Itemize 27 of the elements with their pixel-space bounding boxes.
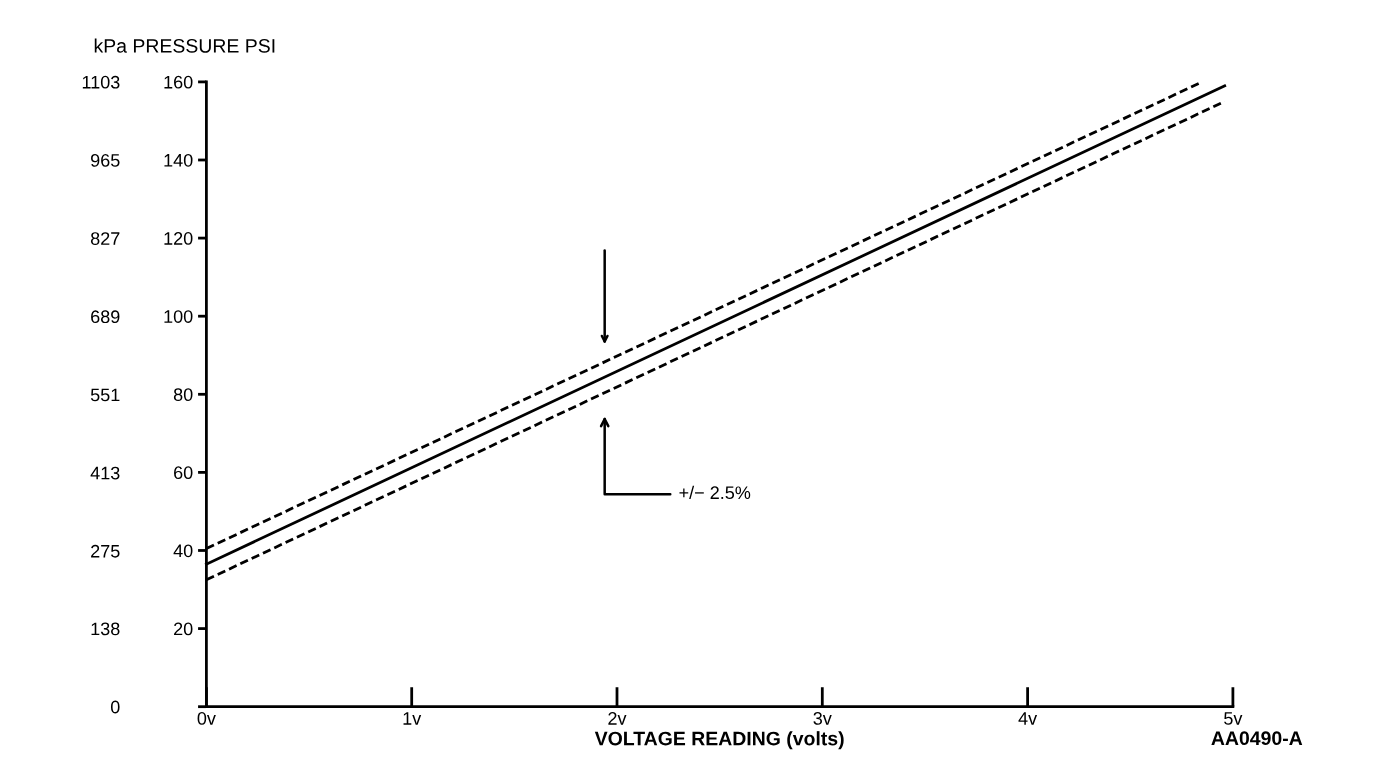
y-tick-label: 120 <box>164 232 193 245</box>
text: AA0490-A <box>1211 731 1303 746</box>
y-tick-label: 60 <box>174 466 193 480</box>
x-tick-label: 3v <box>813 712 832 725</box>
y2-tick-label: 138 <box>91 622 120 636</box>
y2-tick-label: 1103 <box>82 75 120 89</box>
y2-tick-label: 413 <box>90 466 120 480</box>
x-tick-label: 4v <box>1018 712 1038 725</box>
y2-tick-label: 551 <box>90 388 120 402</box>
y-tick-label: 80 <box>173 388 193 402</box>
y2-tick-label: 0 <box>110 700 120 714</box>
y-tick-label: 140 <box>164 153 193 167</box>
y-tick-label: 40 <box>173 544 193 558</box>
annotation: +/− 2.5% <box>679 485 751 500</box>
y-tick-label: 100 <box>164 310 193 323</box>
x-tick-label: 5v <box>1224 712 1243 725</box>
y2-tick-label: 827 <box>90 232 120 245</box>
x-tick-label: 1v <box>403 712 422 725</box>
y2-tick-label: 689 <box>91 310 120 324</box>
y-tick-label: 160 <box>164 75 193 89</box>
y2-tick-label: 965 <box>91 154 120 167</box>
y-axis-title: kPa PRESSURE PSI <box>94 38 275 53</box>
y2-tick-label: 275 <box>91 544 120 558</box>
x-axis-title: VOLTAGE READING (volts) <box>594 731 844 750</box>
y-tick-label: 20 <box>174 622 193 636</box>
x-tick-label: 0v <box>197 712 216 725</box>
x-tick-label: 2v <box>608 712 627 725</box>
